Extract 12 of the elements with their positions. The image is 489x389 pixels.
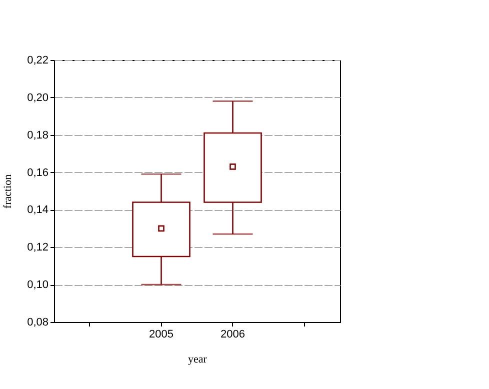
y-tick-label: 0,20: [27, 92, 48, 104]
x-tick-label: 2006: [220, 328, 245, 340]
y-tick-label: 0,18: [27, 129, 48, 142]
y-tick-label: 0,14: [27, 204, 48, 216]
y-axis-title: fraction: [2, 174, 14, 209]
y-tick-label: 0,10: [27, 279, 48, 292]
x-axis-title: year: [188, 354, 208, 366]
y-tick-label: 0,22: [27, 54, 48, 66]
x-tick-label: 2005: [149, 328, 174, 340]
y-tick-label: 0,12: [27, 242, 48, 254]
y-tick-label: 0,08: [27, 316, 48, 328]
y-tick-label: 0,16: [27, 166, 48, 179]
